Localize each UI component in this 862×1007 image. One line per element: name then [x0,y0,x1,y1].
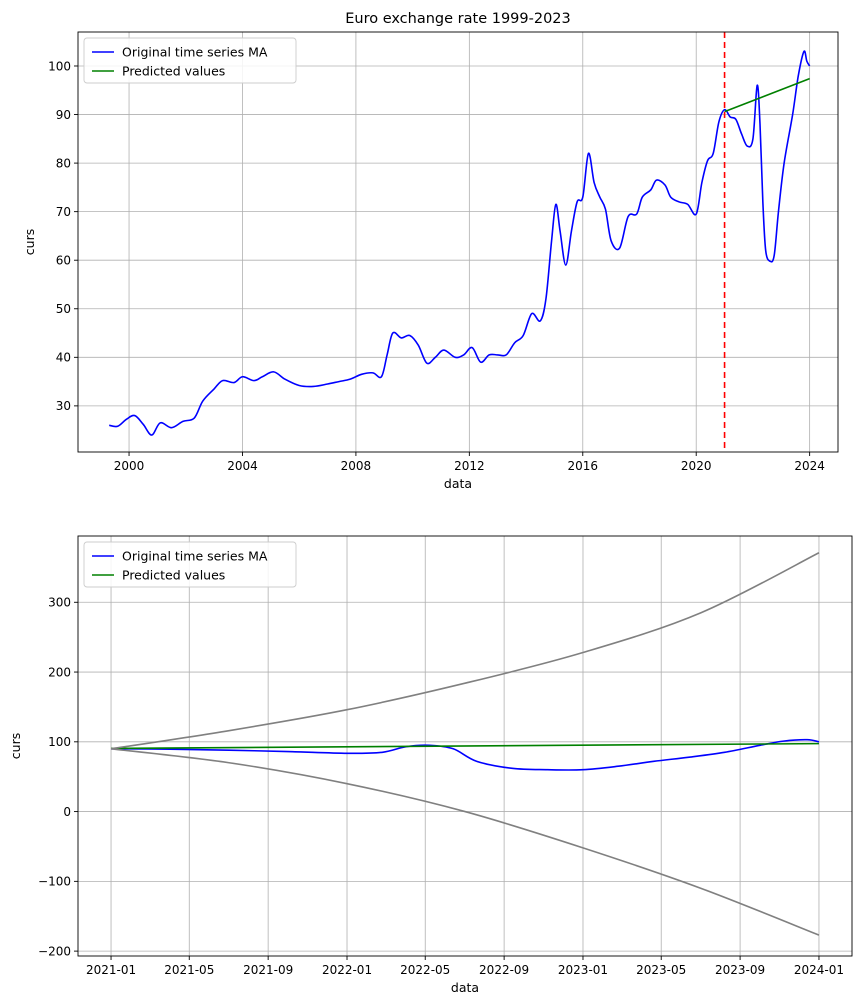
y-tick-label: 40 [56,351,71,365]
axes-frame [77,535,853,957]
predicted-series-line [111,742,819,750]
y-tick-label: 300 [48,596,71,610]
x-tick-label: 2016 [568,459,599,473]
x-tick-label: 2008 [341,459,372,473]
bottom-chart-forecast: 2021-01 2021-05 2021-09 2022-01 2022-05 2022-… [8,535,853,995]
x-axis-label: data [444,476,472,491]
x-tick-label: 2022-09 [479,963,529,977]
x-tick-label: 2004 [227,459,258,473]
x-tick-label: 2023-05 [636,963,686,977]
ma-series-line [111,738,820,771]
y-tick-label: 80 [56,156,71,170]
y-tick-label: 60 [56,254,71,268]
x-tick-label: 2021-05 [164,963,214,977]
x-tick-label: 2021-09 [243,963,293,977]
y-tick-label: 100 [48,59,71,73]
legend-box [83,37,297,84]
y-tick-label: 200 [48,665,71,679]
axes-frame [77,31,839,453]
x-tick-label: 2024-01 [794,963,844,977]
y-tick-label: 50 [56,302,71,316]
y-tick-label: 100 [48,735,71,749]
x-tick-label: 2023-01 [558,963,608,977]
x-tick-label: 2000 [114,459,145,473]
legend-predicted-label: Predicted values [122,64,225,79]
legend: Original time series MA Predicted values [83,37,297,84]
top-chart-exchange-rate: 2000 2004 2008 2012 2016 2020 2024 30 40 50 60 70 80… [22,11,839,491]
x-tick-label: 2022-01 [322,963,372,977]
y-axis-label: curs [22,229,37,255]
chart-title: Euro exchange rate 1999-2023 [345,11,571,27]
ma-series-line [109,50,811,436]
legend-box [83,541,297,588]
predicted-series-line [724,77,810,113]
x-tick-label: 2021-01 [86,963,136,977]
x-tick-label: 2022-05 [400,963,450,977]
upper-bound-line [110,552,820,750]
legend-ma-label: Original time series MA [122,549,268,564]
legend-predicted-label: Predicted values [122,568,225,583]
y-axis-label: curs [8,733,23,759]
y-tick-label: 90 [56,108,71,122]
y-tick-label: −200 [38,944,71,958]
y-tick-label: 0 [63,805,71,819]
legend-ma-label: Original time series MA [122,45,268,60]
y-tick-label: −100 [38,875,71,889]
x-tick-label: 2020 [681,459,712,473]
x-axis-label: data [451,980,479,995]
legend: Original time series MA Predicted values [83,541,297,588]
y-tick-label: 70 [56,205,71,219]
lower-bound-line [110,747,820,936]
x-tick-label: 2012 [454,459,485,473]
y-tick-label: 30 [56,399,71,413]
x-tick-label: 2023-09 [715,963,765,977]
x-tick-label: 2024 [794,459,825,473]
